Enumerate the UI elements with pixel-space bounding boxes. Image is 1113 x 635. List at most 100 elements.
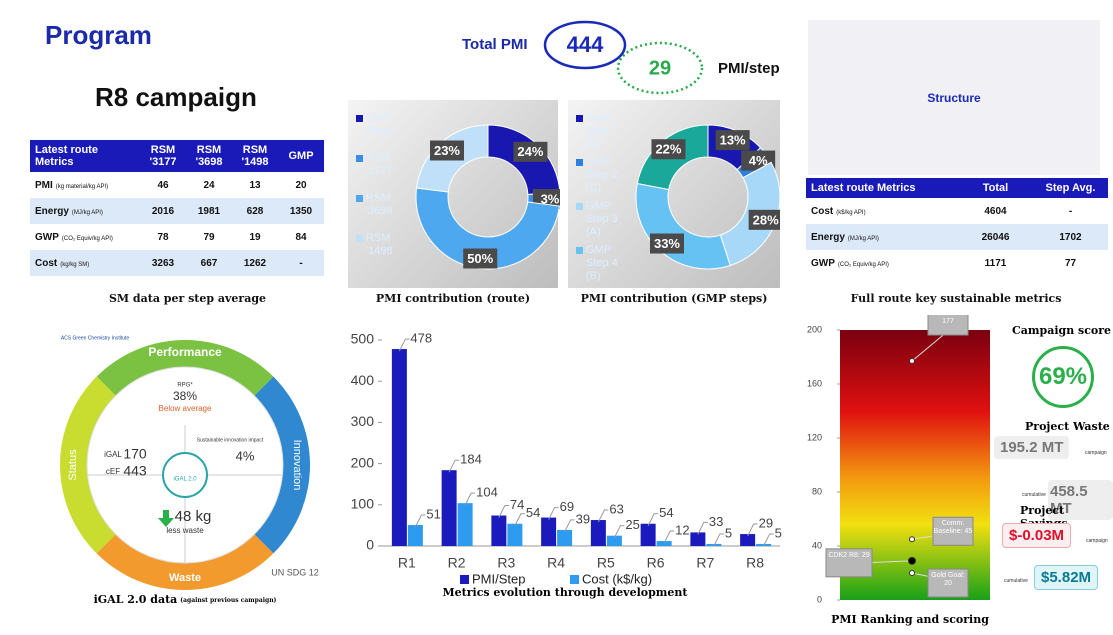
bar-label: 51: [426, 506, 440, 521]
bar: [591, 520, 606, 546]
savings-campaign: $-0.03M: [1002, 523, 1071, 548]
legend-label: RSM '3177: [366, 152, 414, 178]
x-tick-label: R5: [597, 555, 615, 571]
bar-label: 69: [560, 499, 574, 514]
column-header: Latest route Metrics: [30, 140, 140, 172]
legend-label: GMP Step 1 (C): [586, 112, 634, 151]
igal-text: 38%: [173, 389, 197, 403]
caption-main: iGAL 2.0 data: [94, 593, 178, 606]
bar-label: 12: [675, 522, 689, 537]
x-tick-label: R3: [497, 555, 515, 571]
bar: [392, 349, 407, 546]
metric-cell: Cost(k$/kg API): [806, 198, 958, 224]
metric-unit: (CO₂ Equiv/kg API): [62, 236, 113, 242]
caption-note: (against previous campaign): [180, 597, 276, 604]
value-cell: -: [1033, 198, 1108, 224]
slice-label: 23%: [434, 143, 460, 158]
slice-label: 28%: [753, 212, 779, 227]
igal-text: less waste: [166, 526, 204, 535]
legend-label: GMP Step 4 (B): [586, 244, 634, 283]
column-header: Total: [958, 178, 1033, 198]
savings-campaign-note: campaign: [1086, 538, 1108, 544]
bar-label: 39: [576, 511, 590, 526]
value-cell: 1171: [958, 250, 1033, 276]
igal-text: cEF: [106, 467, 120, 476]
value-cell: 78: [140, 224, 186, 250]
metric-name: GWP: [35, 232, 59, 243]
igal-text: ACS Green Chemistry Institute: [61, 335, 130, 341]
pmi-badges: 444 29: [540, 18, 715, 100]
bar: [458, 503, 473, 546]
sm-caption: SM data per step average: [30, 292, 345, 305]
igal-text: 170: [123, 446, 147, 462]
x-tick-label: R2: [448, 555, 466, 571]
donut-panel: 13%4%28%33%22%GMP Step 1 (C)GMP Step 2 (…: [568, 100, 780, 288]
bar-label: 5: [775, 525, 782, 540]
igal-text: Status: [67, 449, 79, 481]
x-tick-label: R7: [696, 555, 714, 571]
value-cell: 2016: [140, 198, 186, 224]
slice-label: 33%: [654, 236, 680, 251]
bar: [491, 516, 506, 546]
legend-label: Cost (k$/kg): [582, 571, 652, 586]
pmi-step-label: PMI/step: [718, 60, 780, 77]
table-row: Energy(MJ/kg API)201619816281350: [30, 198, 324, 224]
metric-name: Energy: [811, 232, 845, 243]
campaign-score: 69%: [1039, 363, 1087, 391]
score-ring: 69%: [1032, 346, 1094, 408]
y-tick-label: 200: [351, 454, 375, 470]
igal-text: 443: [123, 463, 147, 479]
legend-label: GMP Step 3 (A): [586, 200, 634, 239]
annotation-label: Comm. Baseline: 45: [933, 517, 973, 536]
legend-swatch: [356, 195, 363, 202]
metric-cell: GWP(CO₂ Equiv/kg API): [30, 224, 140, 250]
legend-swatch: [576, 159, 583, 166]
metric-unit: (k$/kg API): [836, 210, 865, 216]
legend-label: GMP Steps: [366, 112, 414, 138]
route-table-wrap: Latest route MetricsTotalStep Avg.Cost(k…: [806, 178, 1108, 276]
bar: [557, 530, 572, 546]
metric-unit: (MJ/kg API): [848, 236, 879, 242]
legend-label: RSM '1498: [366, 232, 414, 258]
donut-title: PMI contribution (route): [348, 292, 558, 305]
route-caption: Full route key sustainable metrics: [806, 292, 1106, 305]
slice-label: 50%: [467, 251, 493, 266]
value-cell: 3263: [140, 250, 186, 276]
x-tick-label: R1: [398, 555, 416, 571]
metric-name: GWP: [811, 258, 835, 269]
value-cell: 84: [278, 224, 324, 250]
structure-label: Structure: [927, 91, 980, 105]
metric-name: Cost: [35, 258, 57, 269]
legend-item: RSM '1498: [356, 232, 414, 258]
y-tick-label: 0: [366, 537, 374, 553]
legend-swatch: [576, 115, 583, 122]
bar-label: 54: [659, 505, 673, 520]
annotation-label: Gold Goal: 20: [928, 569, 968, 588]
igal-text: 4%: [236, 448, 255, 463]
value-cell: -: [278, 250, 324, 276]
value-cell: 4604: [958, 198, 1033, 224]
value-cell: 1702: [1033, 224, 1108, 250]
igal-text: Sustainable innovation impact: [197, 437, 264, 443]
legend-item: GMP Step 2 (C): [576, 156, 634, 195]
slice-label: 13%: [720, 133, 746, 148]
y-tick-label: 100: [351, 496, 375, 512]
annotation-fo: CDK2 R8: 29: [826, 549, 872, 577]
legend-swatch: [576, 203, 583, 210]
slice-label: 24%: [517, 144, 543, 159]
value-cell: 24: [186, 172, 232, 198]
bar-chart: 0100200300400500R147851R2184104R37454R46…: [340, 315, 790, 630]
kpi-label: Campaign score: [1012, 324, 1111, 337]
igal-graphic: ACS Green Chemistry InstitutePerformance…: [40, 325, 330, 615]
y-tick-label: 120: [807, 432, 822, 442]
metric-cell: Cost(kg/kg SM): [30, 250, 140, 276]
bar-label: 54: [526, 505, 540, 520]
annotation-fo: R1 Baseline: 177: [928, 315, 968, 335]
metric-cell: Energy(MJ/kg API): [30, 198, 140, 224]
annotation-fo: Gold Goal: 20: [928, 569, 968, 597]
bar: [657, 541, 672, 546]
